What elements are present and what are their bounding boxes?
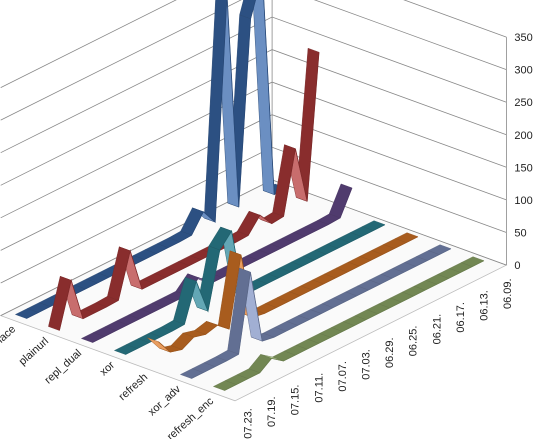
series-label: xor_adv: [146, 383, 183, 418]
grid-line: [0, 0, 507, 121]
x-tick-label: 07.07.: [337, 361, 349, 392]
x-tick-label: 06.21.: [431, 314, 443, 345]
series-label: xor: [98, 359, 118, 378]
x-tick-label: 06.09.: [502, 278, 514, 309]
y-tick-label: 150: [514, 162, 532, 174]
grid-line: [0, 114, 507, 251]
x-tick-label: 07.11.: [313, 373, 325, 403]
grid-line: [0, 81, 507, 219]
ribbon-edge: [224, 260, 485, 391]
x-tick-label: 07.23.: [243, 408, 255, 439]
y-tick-label: 300: [514, 65, 532, 77]
ribbon-edge: [59, 52, 320, 331]
ribbon-edge: [125, 224, 386, 355]
grid-line: [0, 146, 507, 284]
ribbon-edge: [92, 187, 353, 343]
y-tick-label: 100: [514, 195, 532, 207]
y-tick-label: 250: [514, 97, 532, 109]
grid-line: [0, 0, 507, 88]
x-tick-label: 06.17.: [455, 302, 467, 333]
series-label: repl_dual: [42, 347, 84, 386]
series-label: replace: [0, 323, 18, 356]
y-tick-label: 200: [514, 130, 532, 142]
x-tick-label: 07.03.: [361, 349, 373, 380]
grid-line: [0, 16, 507, 154]
grid-line: [0, 49, 507, 186]
ribbon-edge: [191, 248, 452, 379]
x-tick-label: 06.25.: [408, 326, 420, 357]
x-tick-label: 06.29.: [384, 337, 396, 368]
y-tick-label: 50: [514, 227, 526, 239]
y-tick-label: 0: [514, 260, 520, 272]
x-tick-label: 07.19.: [266, 396, 278, 427]
series-label: refresh: [117, 371, 150, 403]
ribbon-face: [252, 0, 275, 195]
ribbon-edge: [158, 236, 419, 353]
x-tick-label: 07.15.: [290, 385, 302, 416]
x-tick-label: 06.13.: [479, 290, 491, 321]
series-label: plainurl: [17, 335, 51, 368]
y-tick-label: 350: [514, 32, 532, 44]
